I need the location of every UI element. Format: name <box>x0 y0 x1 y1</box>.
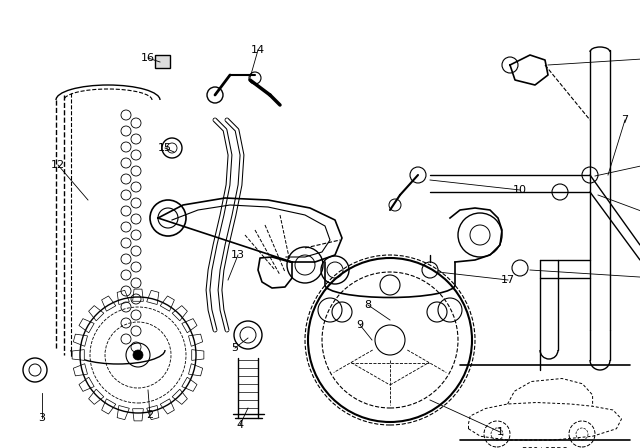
Polygon shape <box>155 55 170 68</box>
Text: 12: 12 <box>51 160 65 170</box>
Text: 10: 10 <box>513 185 527 195</box>
Polygon shape <box>132 289 143 301</box>
Text: 15: 15 <box>158 143 172 153</box>
Polygon shape <box>72 349 84 360</box>
Polygon shape <box>147 405 159 420</box>
Polygon shape <box>102 399 116 414</box>
Polygon shape <box>117 405 129 420</box>
Polygon shape <box>88 306 104 321</box>
Polygon shape <box>172 389 188 405</box>
Text: 5: 5 <box>232 343 239 353</box>
Polygon shape <box>160 296 174 311</box>
Text: 7: 7 <box>621 115 628 125</box>
Polygon shape <box>182 377 197 392</box>
Polygon shape <box>117 290 129 305</box>
Text: 3: 3 <box>38 413 45 423</box>
Text: 9: 9 <box>356 320 364 330</box>
Polygon shape <box>147 290 159 305</box>
Text: 17: 17 <box>501 275 515 285</box>
Polygon shape <box>79 377 94 392</box>
Text: 3C0*0538: 3C0*0538 <box>522 447 568 448</box>
Text: 2: 2 <box>147 410 154 420</box>
Polygon shape <box>79 319 94 333</box>
Text: 8: 8 <box>364 300 372 310</box>
Circle shape <box>133 350 143 360</box>
Text: 14: 14 <box>251 45 265 55</box>
Polygon shape <box>132 409 143 421</box>
Polygon shape <box>102 296 116 311</box>
Text: 4: 4 <box>236 420 244 430</box>
Polygon shape <box>189 364 203 376</box>
Polygon shape <box>160 399 174 414</box>
Polygon shape <box>189 334 203 346</box>
Polygon shape <box>74 364 88 376</box>
Polygon shape <box>182 319 197 333</box>
Text: 13: 13 <box>231 250 245 260</box>
Polygon shape <box>74 334 88 346</box>
Polygon shape <box>192 349 204 360</box>
Text: 1: 1 <box>497 427 504 437</box>
Polygon shape <box>172 306 188 321</box>
Polygon shape <box>88 389 104 405</box>
Text: 16: 16 <box>141 53 155 63</box>
